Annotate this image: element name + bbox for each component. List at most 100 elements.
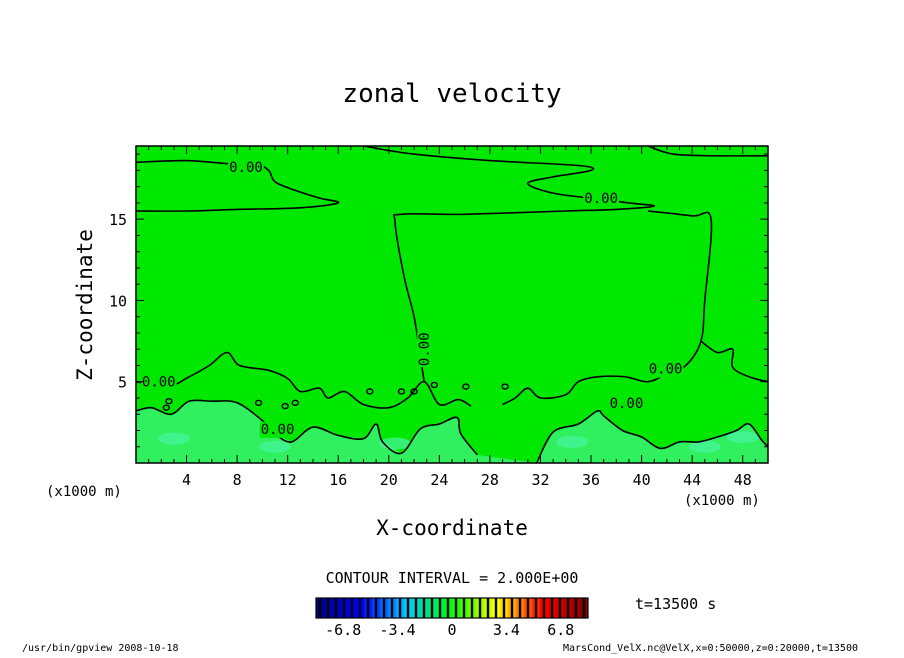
contour-label: 0.00 [142, 375, 176, 391]
contour-loop [410, 388, 418, 395]
colorbar-stripe [390, 598, 394, 618]
contour-label-bg [259, 421, 296, 438]
contour-label: 0.00 [229, 160, 263, 176]
colorbar-tick-label: 3.4 [493, 621, 520, 639]
colorbar-stripe [478, 598, 482, 618]
y-tick-label: 15 [109, 211, 127, 229]
contour-loop [254, 399, 263, 407]
band-spot [157, 432, 190, 445]
colorbar-stripe [558, 598, 562, 618]
contour-label-bg [647, 361, 684, 378]
contour-label: 0.00 [417, 332, 433, 366]
footer-right: MarsCond_VelX.nc@VelX,x=0:50000,z=0:2000… [563, 643, 858, 654]
colorbar-stripe [502, 598, 506, 618]
contour-line [502, 210, 713, 406]
contour-small-loops [162, 381, 509, 411]
x-tick-label: 16 [329, 471, 347, 489]
y-unit-label: (x1000 m) [46, 484, 122, 500]
colorbar-stripe [454, 598, 458, 618]
colorbar-tick-label: 6.8 [547, 621, 574, 639]
contour-line [136, 351, 472, 409]
colorbar-stripe [414, 598, 418, 618]
colorbar-stripe [438, 598, 442, 618]
x-axis-ticks: 4 8 12 16 20 24 28 32 36 40 44 48 [148, 146, 756, 489]
colorbar-stripe [374, 598, 378, 618]
colorbar-stripe [526, 598, 530, 618]
colorbar-tick-label: -6.8 [325, 621, 361, 639]
contour-loop [430, 381, 439, 389]
chart-title: zonal velocity [342, 79, 561, 109]
contour-line [136, 399, 478, 456]
colorbar-stripe [518, 598, 522, 618]
colorbar-frame [315, 597, 589, 619]
x-tick-label: 20 [380, 471, 398, 489]
x-tick-label: 8 [233, 471, 242, 489]
colorbar-stripe [422, 598, 426, 618]
colorbar-stripe [566, 598, 570, 618]
x-tick-label: 32 [531, 471, 549, 489]
contour-loop [281, 402, 289, 410]
x-tick-label: 12 [279, 471, 297, 489]
low-level-spots [157, 430, 759, 453]
time-label: t=13500 s [635, 595, 716, 613]
colorbar-stripe [358, 598, 362, 618]
contour-label: 0.00 [584, 191, 618, 207]
contour-label-bg [608, 395, 645, 412]
contour-label-bg [583, 191, 620, 208]
contour-loop [366, 388, 374, 395]
contour-loop [462, 383, 470, 390]
contour-label: 0.00 [261, 422, 295, 438]
colorbar [315, 597, 589, 619]
x-tick-label: 48 [734, 471, 752, 489]
low-level-band [136, 401, 768, 463]
x-tick-label: 4 [182, 471, 191, 489]
contour-loop [397, 388, 406, 395]
contour-loop [501, 383, 509, 390]
colorbar-stripe [406, 598, 410, 618]
y-tick-label: 10 [109, 292, 127, 310]
contour-label: 0.00 [610, 396, 644, 412]
y-axis-ticks: 5 10 15 [109, 153, 768, 448]
colorbar-ticks: -6.8 -3.4 0 3.4 6.8 [325, 621, 574, 639]
colorbar-stripe [350, 598, 354, 618]
contour-line [647, 146, 768, 157]
contour-labels: 0.00 0.00 0.00 0.00 0.00 0.00 0.00 [140, 160, 684, 438]
colorbar-stripe [486, 598, 490, 618]
y-tick-label: 5 [118, 374, 127, 392]
colorbar-stripe [510, 598, 514, 618]
colorbar-stripe [318, 598, 322, 618]
colorbar-stripe [446, 598, 450, 618]
colorbar-stripe [326, 598, 330, 618]
contour-line [700, 340, 768, 383]
contour-label-bg [228, 160, 264, 177]
colorbar-tick-label: -3.4 [380, 621, 416, 639]
colorbar-stripe [550, 598, 554, 618]
y-axis-title: Z-coordinate [73, 229, 97, 381]
colorbar-stripe [430, 598, 434, 618]
x-tick-label: 36 [582, 471, 600, 489]
colorbar-stripe [462, 598, 466, 618]
colorbar-stripe [382, 598, 386, 618]
colorbar-tick-label: 0 [447, 621, 456, 639]
colorbar-stripe [342, 598, 346, 618]
velocity-field [136, 146, 768, 463]
band-spot [688, 440, 721, 453]
colorbar-stripe [542, 598, 546, 618]
colorbar-stripe [574, 598, 578, 618]
x-tick-label: 24 [430, 471, 448, 489]
contour-label-bg [417, 331, 434, 368]
contour-line [363, 146, 656, 382]
contour-loop [162, 404, 171, 411]
x-unit-label: (x1000 m) [684, 493, 760, 509]
colorbar-stripe [494, 598, 498, 618]
contour-loop [165, 398, 173, 405]
x-tick-label: 40 [633, 471, 651, 489]
contour-label: 0.00 [649, 362, 683, 378]
band-spot [556, 435, 589, 448]
x-tick-label: 28 [481, 471, 499, 489]
colorbar-stripe [534, 598, 538, 618]
colorbar-stripe [334, 598, 338, 618]
band-spot [726, 430, 759, 443]
